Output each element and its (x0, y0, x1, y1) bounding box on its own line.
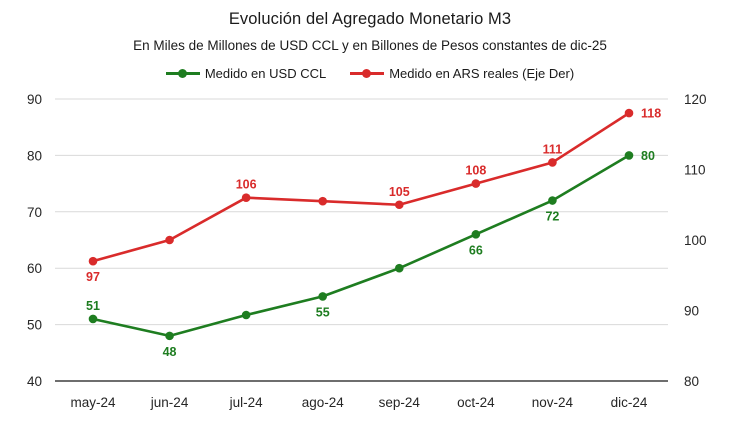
x-axis-tick-label: nov-24 (532, 395, 574, 410)
data-point-marker (241, 310, 251, 320)
x-axis-tick-label: dic-24 (611, 395, 648, 410)
chart-title: Evolución del Agregado Monetario M3 (228, 10, 512, 28)
legend-dot-green (177, 69, 187, 78)
right-axis-tick-label: 80 (684, 374, 699, 389)
right-axis-tick-label: 100 (684, 233, 707, 248)
left-axis-tick-label: 60 (27, 261, 42, 276)
left-axis-tick-label: 90 (27, 92, 42, 107)
data-point-marker (318, 196, 328, 206)
data-point-label: 118 (641, 107, 661, 121)
data-point-marker (165, 331, 174, 341)
data-point-marker (624, 151, 634, 160)
chart-subtitle: En Miles de Millones de USD CCL y en Bil… (133, 38, 607, 53)
series-line (91, 111, 631, 263)
left-axis-tick-label: 50 (27, 318, 42, 333)
left-axis-tick-label: 70 (27, 205, 42, 220)
data-point-marker (471, 230, 481, 239)
left-axis-tick-label: 80 (27, 148, 42, 163)
data-point-marker (548, 196, 557, 205)
data-point-marker (548, 158, 557, 167)
legend-label-usd-ccl: Medido en USD CCL (204, 66, 327, 81)
data-point-label: 105 (389, 185, 410, 199)
data-point-marker (88, 256, 98, 266)
line-marker-icon (350, 69, 385, 78)
legend-label-ars-reales: Medido en ARS reales (Eje Der) (389, 66, 575, 81)
data-point-label: 108 (465, 164, 486, 178)
data-point-label: 72 (545, 210, 559, 224)
right-axis-tick-label: 110 (684, 163, 706, 178)
legend-dot-red (362, 69, 372, 78)
left-axis-tick-label: 40 (27, 374, 42, 389)
right-axis-tick-label: 120 (684, 92, 707, 107)
right-axis-tick-label: 90 (684, 304, 699, 319)
data-point-label: 80 (641, 149, 655, 163)
series-line (91, 154, 631, 338)
data-point-marker (241, 193, 251, 202)
chart-legend: Medido en USD CCL Medido en ARS reales (… (0, 66, 740, 81)
data-point-label: 55 (316, 305, 330, 319)
legend-item-ars-reales: Medido en ARS reales (Eje Der) (350, 66, 574, 81)
x-axis-tick-label: jul-24 (229, 395, 264, 410)
data-point-label: 66 (469, 243, 483, 257)
data-point-label: 97 (86, 270, 100, 284)
x-axis-tick-label: jun-24 (150, 395, 189, 410)
x-axis-tick-label: oct-24 (457, 395, 495, 410)
data-point-marker (394, 263, 404, 273)
legend-item-usd-ccl: Medido en USD CCL (165, 66, 327, 81)
line-marker-icon (165, 69, 200, 78)
data-point-label: 51 (86, 299, 100, 313)
data-point-marker (471, 179, 481, 188)
data-point-label: 111 (543, 142, 563, 156)
data-point-marker (165, 235, 174, 245)
data-point-marker (88, 314, 98, 324)
data-point-label: 48 (163, 345, 177, 359)
data-point-marker (318, 292, 328, 301)
x-axis-tick-label: ago-24 (302, 395, 345, 410)
x-axis-tick-label: may-24 (70, 395, 116, 410)
x-axis-tick-label: sep-24 (379, 395, 421, 410)
data-point-marker (394, 200, 404, 210)
data-point-marker (624, 108, 634, 118)
data-point-label: 106 (236, 178, 257, 192)
